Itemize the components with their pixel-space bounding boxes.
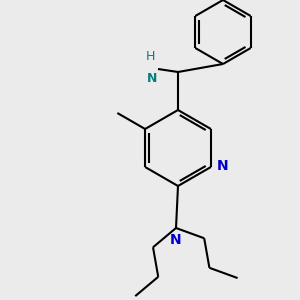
Text: N: N xyxy=(147,72,157,85)
Text: N: N xyxy=(217,159,229,173)
Text: H: H xyxy=(145,50,155,63)
Text: N: N xyxy=(170,233,182,247)
